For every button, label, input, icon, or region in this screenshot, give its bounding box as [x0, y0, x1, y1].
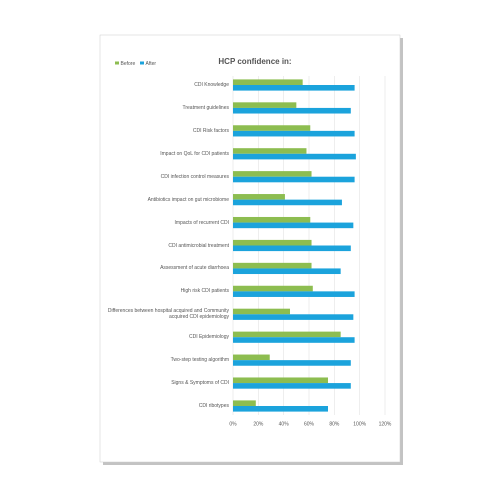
y-tick-label: Two-step testing algorithm [170, 357, 229, 364]
bar [233, 383, 351, 389]
category-label-box: High risk CDI patients [180, 288, 229, 295]
bar [233, 107, 351, 114]
category-label-box: Antibiotics impact on gut microbiome [147, 196, 229, 203]
y-tick-label: CDI ribotypes [198, 403, 229, 409]
y-tick-label: CDI antimicrobial treatment [168, 242, 229, 249]
bar [233, 239, 312, 246]
legend-label: Before [121, 61, 136, 67]
bar [233, 171, 312, 177]
bar [233, 85, 355, 91]
bar [233, 79, 303, 85]
bar [233, 285, 313, 292]
category-label-box: CDI antimicrobial treatment [168, 242, 229, 249]
bar [233, 262, 312, 269]
category-label-box: Impact on QoL for CDI patients [160, 150, 229, 157]
x-tick-label: 60% [304, 421, 315, 427]
legend-swatch [140, 61, 144, 65]
bar [233, 268, 341, 275]
y-tick-label: Signs & Symptoms of CDI [171, 380, 229, 387]
bar [233, 245, 351, 252]
y-tick-label: CDI Knowledge [194, 82, 229, 88]
bar [233, 308, 290, 315]
y-tick-label: Treatment guidelines [182, 104, 229, 111]
x-tick-label: 80% [329, 421, 340, 427]
category-label-box: Signs & Symptoms of CDI [171, 380, 229, 387]
y-tick-label: Differences between hospital acquired an… [107, 308, 229, 321]
y-tick-label: CDI infection control measures [160, 173, 229, 180]
bar [233, 216, 311, 223]
y-tick-label: Impact on QoL for CDI patients [160, 150, 229, 157]
bar [233, 176, 355, 183]
bar [233, 377, 328, 384]
x-tick-label: 40% [279, 421, 290, 427]
y-tick-label: CDI Epidemiology [188, 334, 229, 341]
y-tick-label: CDI Risk factors [192, 127, 229, 134]
x-tick-label: 20% [253, 421, 264, 427]
bar [233, 153, 356, 160]
x-tick-label: 0% [229, 421, 237, 427]
bar [233, 406, 328, 412]
category-label-box: Assessment of acute diarrhoea [160, 265, 229, 272]
category-label-box: CDI infection control measures [160, 173, 229, 180]
bar [233, 194, 285, 200]
category-label-box: Treatment guidelines [182, 104, 229, 111]
bar [233, 130, 355, 137]
bar [233, 314, 354, 320]
bar [233, 102, 297, 108]
y-tick-label: High risk CDI patients [180, 288, 229, 295]
category-label-box: CDI ribotypes [198, 403, 229, 409]
chart-title: HCP confidence in: [218, 57, 291, 66]
category-label-box: Impacts of recurrent CDI [174, 219, 229, 226]
category-label-box: Two-step testing algorithm [170, 357, 229, 364]
category-label-box: CDI Knowledge [194, 82, 229, 88]
bar [233, 125, 311, 131]
bar [233, 291, 355, 297]
x-tick-label: 120% [379, 421, 392, 427]
legend-label: After [146, 61, 157, 67]
bar [233, 360, 351, 366]
category-label-box: CDI Risk factors [192, 127, 229, 134]
bar [233, 337, 355, 343]
y-tick-label: Antibiotics impact on gut microbiome [147, 196, 229, 203]
bar [233, 331, 341, 338]
category-label-box: CDI Epidemiology [188, 334, 229, 341]
y-tick-label: Impacts of recurrent CDI [174, 219, 229, 226]
y-tick-label: Assessment of acute diarrhoea [160, 265, 229, 272]
x-tick-label: 100% [353, 421, 366, 427]
bar [233, 222, 354, 229]
bar [233, 354, 270, 361]
legend-swatch [115, 61, 119, 65]
category-label-box: Differences between hospital acquired an… [107, 308, 229, 321]
bar [233, 199, 342, 206]
bar [233, 148, 307, 154]
bar [233, 400, 256, 406]
